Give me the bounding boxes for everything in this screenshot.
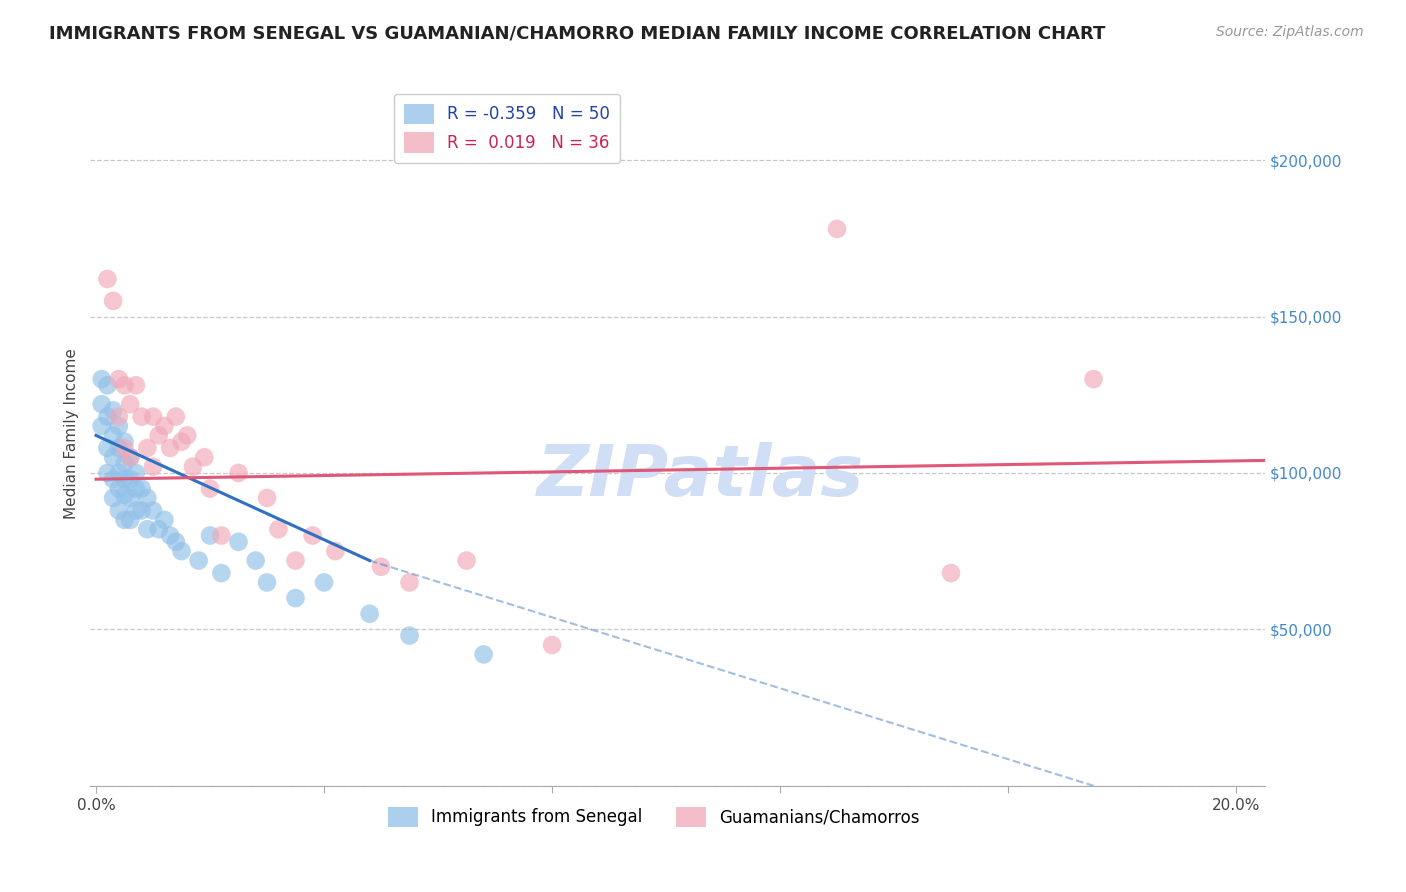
Point xyxy=(131,503,153,517)
Point xyxy=(114,513,136,527)
Point xyxy=(96,466,118,480)
Y-axis label: Median Family Income: Median Family Income xyxy=(65,349,79,519)
Point xyxy=(114,472,136,486)
Point xyxy=(101,403,124,417)
Point xyxy=(120,450,142,465)
Point xyxy=(136,441,159,455)
Point xyxy=(198,482,221,496)
Point xyxy=(101,450,124,465)
Point xyxy=(108,441,131,455)
Point xyxy=(125,466,148,480)
Point xyxy=(165,534,187,549)
Point xyxy=(170,544,193,558)
Point xyxy=(159,528,181,542)
Point xyxy=(228,466,250,480)
Point xyxy=(108,503,131,517)
Point xyxy=(96,441,118,455)
Text: ZIPatlas: ZIPatlas xyxy=(537,442,865,510)
Point xyxy=(193,450,215,465)
Point xyxy=(284,591,307,605)
Point xyxy=(267,522,290,536)
Point xyxy=(120,491,142,505)
Text: IMMIGRANTS FROM SENEGAL VS GUAMANIAN/CHAMORRO MEDIAN FAMILY INCOME CORRELATION C: IMMIGRANTS FROM SENEGAL VS GUAMANIAN/CHA… xyxy=(49,25,1105,43)
Point xyxy=(256,491,278,505)
Point xyxy=(90,419,112,434)
Point xyxy=(159,441,181,455)
Point xyxy=(456,553,478,567)
Point xyxy=(148,522,170,536)
Point xyxy=(114,434,136,449)
Point xyxy=(301,528,323,542)
Point xyxy=(187,553,209,567)
Point xyxy=(198,528,221,542)
Point xyxy=(136,522,159,536)
Point xyxy=(142,459,165,474)
Point xyxy=(228,534,250,549)
Point xyxy=(136,491,159,505)
Point xyxy=(176,428,198,442)
Point xyxy=(359,607,381,621)
Point xyxy=(1083,372,1105,386)
Point xyxy=(209,528,232,542)
Point xyxy=(148,428,170,442)
Point xyxy=(108,372,131,386)
Point xyxy=(181,459,204,474)
Point xyxy=(125,378,148,392)
Point xyxy=(256,575,278,590)
Point xyxy=(114,441,136,455)
Point xyxy=(108,482,131,496)
Point xyxy=(96,409,118,424)
Point xyxy=(120,397,142,411)
Point xyxy=(142,409,165,424)
Point xyxy=(120,513,142,527)
Point xyxy=(101,491,124,505)
Point xyxy=(472,648,495,662)
Point xyxy=(120,472,142,486)
Point xyxy=(398,629,420,643)
Point xyxy=(131,482,153,496)
Point xyxy=(120,450,142,465)
Point xyxy=(398,575,420,590)
Point xyxy=(245,553,267,567)
Point xyxy=(108,466,131,480)
Point xyxy=(108,409,131,424)
Point xyxy=(125,482,148,496)
Point xyxy=(101,293,124,308)
Point xyxy=(939,566,962,580)
Point xyxy=(312,575,335,590)
Point xyxy=(142,503,165,517)
Point xyxy=(114,378,136,392)
Point xyxy=(101,428,124,442)
Point xyxy=(90,372,112,386)
Point xyxy=(108,419,131,434)
Point xyxy=(125,503,148,517)
Legend: Immigrants from Senegal, Guamanians/Chamorros: Immigrants from Senegal, Guamanians/Cham… xyxy=(381,800,927,834)
Point xyxy=(96,378,118,392)
Point xyxy=(96,272,118,286)
Point xyxy=(325,544,347,558)
Point xyxy=(284,553,307,567)
Text: Source: ZipAtlas.com: Source: ZipAtlas.com xyxy=(1216,25,1364,39)
Point xyxy=(153,419,176,434)
Point xyxy=(825,222,848,236)
Point xyxy=(170,434,193,449)
Point xyxy=(209,566,232,580)
Point xyxy=(114,488,136,502)
Point xyxy=(90,397,112,411)
Point xyxy=(370,559,392,574)
Point xyxy=(541,638,564,652)
Point xyxy=(165,409,187,424)
Point xyxy=(153,513,176,527)
Point xyxy=(114,457,136,471)
Point xyxy=(131,409,153,424)
Point xyxy=(101,472,124,486)
